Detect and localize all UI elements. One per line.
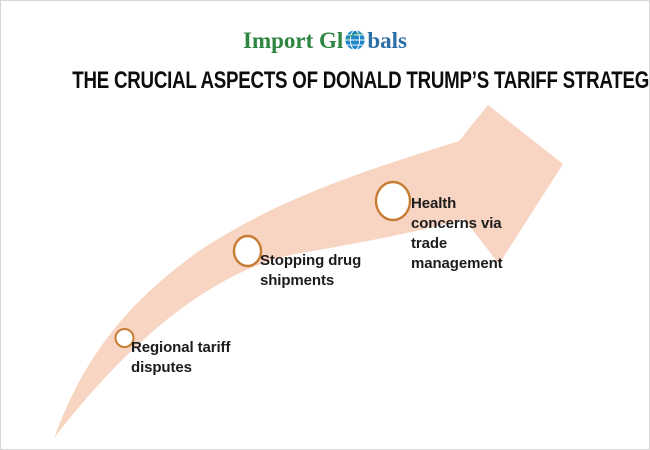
logo-text-right: bals <box>367 28 407 53</box>
milestone-circle-1 <box>114 328 135 348</box>
milestone-label-health-concerns: Health concerns via trade management <box>411 195 503 272</box>
arrow-body <box>54 105 563 438</box>
page-title: THE CRUCIAL ASPECTS OF DONALD TRUMP’S TA… <box>72 67 650 94</box>
milestone-circle-2 <box>232 234 263 268</box>
milestone-circle-3 <box>374 180 412 222</box>
logo: Import Gl bals <box>1 27 649 55</box>
logo-text-left: Import Gl <box>243 28 344 53</box>
milestone-label-stopping-drug-shipments: Stopping drug shipments <box>260 252 362 289</box>
globe-icon <box>344 29 366 51</box>
milestone-label-regional-tariff-disputes: Regional tariff disputes <box>131 339 231 376</box>
